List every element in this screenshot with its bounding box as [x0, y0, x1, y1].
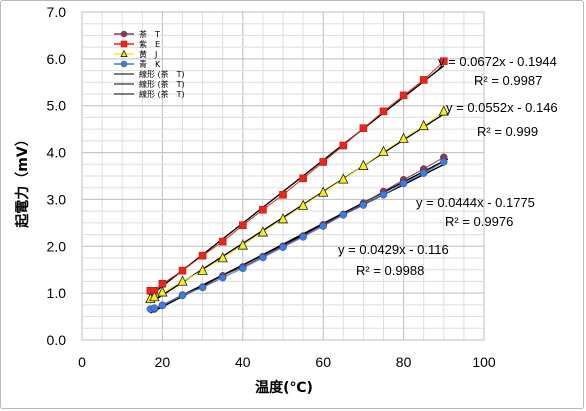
data-point — [318, 186, 329, 197]
legend: 茶 T紫 E黄 J青 K線形 (茶 T)線形 (茶 T)線形 (茶 T) — [114, 29, 185, 99]
data-point — [419, 76, 428, 84]
trendline-r-squared: R² = 0.9976 — [445, 214, 513, 229]
data-point — [319, 158, 328, 166]
data-point — [217, 251, 228, 263]
y-tick-label: 1.0 — [47, 285, 67, 301]
legend-label: 茶 T — [139, 29, 160, 39]
data-point — [339, 141, 348, 150]
data-point — [420, 169, 428, 177]
data-point — [178, 266, 187, 275]
data-point — [277, 213, 289, 224]
data-point — [438, 105, 449, 116]
tick-labels: 0 20 40 60 80 100 0.0 1.0 2.0 3.0 4.0 5.0 6.0 7.0 — [47, 4, 496, 370]
data-point — [218, 237, 227, 246]
trendline-r-squared: R² = 0.999 — [477, 124, 538, 139]
data-point — [379, 191, 388, 199]
data-point — [279, 243, 287, 251]
data-point — [157, 286, 168, 297]
y-tick-label: 4.0 — [47, 145, 67, 161]
legend-label: 線形 (茶 T) — [139, 79, 185, 89]
x-tick-label: 80 — [396, 354, 412, 370]
data-point — [198, 283, 207, 292]
data-point — [439, 57, 448, 66]
trendline-equation: y = 0.0429x - 0.116 — [338, 242, 449, 257]
y-tick-label: 5.0 — [47, 98, 67, 114]
data-point — [177, 275, 188, 286]
x-tick-label: 0 — [78, 354, 86, 370]
data-point — [120, 60, 128, 68]
legend-label: 黄 J — [139, 49, 157, 59]
data-point — [440, 158, 448, 166]
data-point — [359, 201, 368, 209]
data-point — [358, 159, 369, 170]
trendline-equation: y = 0.0672x - 0.1944 — [438, 54, 557, 69]
y-tick-label: 6.0 — [47, 51, 67, 67]
series-square — [146, 57, 448, 295]
y-tick-label: 3.0 — [47, 191, 67, 207]
data-point — [378, 145, 389, 156]
data-point — [279, 190, 287, 199]
data-point — [120, 40, 128, 48]
x-tick-label: 20 — [155, 354, 171, 370]
data-point — [178, 291, 187, 300]
data-point — [319, 222, 327, 230]
x-tick-label: 100 — [472, 354, 496, 370]
x-tick-label: 40 — [235, 354, 251, 370]
fit-annotations: y = 0.0672x - 0.1944 R² = 0.9987 y = 0.055… — [338, 54, 558, 278]
data-point — [297, 199, 309, 210]
series-circle — [146, 158, 448, 313]
data-point — [149, 290, 160, 302]
data-point — [257, 226, 269, 237]
data-point — [299, 233, 307, 241]
data-point — [239, 221, 247, 229]
data-point — [399, 179, 408, 188]
data-point — [259, 205, 267, 214]
legend-label: 紫 E — [139, 40, 160, 49]
data-point — [198, 251, 207, 260]
y-tick-label: 2.0 — [47, 238, 67, 254]
data-point — [259, 253, 267, 262]
data-point — [120, 49, 128, 57]
legend-label: 線形 (茶 T) — [139, 69, 185, 79]
data-point — [150, 304, 159, 312]
y-axis-title: 起電力（mV） — [14, 132, 31, 228]
data-point — [120, 30, 128, 38]
data-series — [145, 57, 449, 313]
data-point — [299, 174, 307, 183]
data-point — [398, 132, 409, 143]
x-tick-label: 60 — [315, 354, 331, 370]
data-point — [338, 173, 349, 184]
data-point — [359, 124, 368, 133]
series-triangle — [145, 105, 449, 304]
trendline-r-squared: R² = 0.9988 — [356, 263, 424, 278]
trendline-r-squared: R² = 0.9987 — [474, 73, 542, 88]
y-tick-label: 0.0 — [47, 332, 67, 348]
data-point — [399, 91, 408, 100]
data-point — [218, 273, 227, 282]
y-tick-label: 7.0 — [47, 4, 67, 20]
data-point — [158, 301, 167, 310]
legend-label: 青 K — [139, 59, 161, 69]
data-point — [239, 264, 247, 273]
data-point — [379, 107, 388, 116]
data-point — [197, 264, 208, 275]
data-point — [237, 239, 248, 250]
data-point — [418, 119, 429, 131]
data-point — [339, 211, 347, 219]
x-axis-title: 温度(℃) — [255, 379, 313, 396]
trendline-equation: y = 0.0552x - 0.146 — [446, 100, 558, 115]
trendline-equation: y = 0.0444x - 0.1775 — [416, 195, 535, 210]
legend-label: 線形 (茶 T) — [139, 89, 185, 99]
